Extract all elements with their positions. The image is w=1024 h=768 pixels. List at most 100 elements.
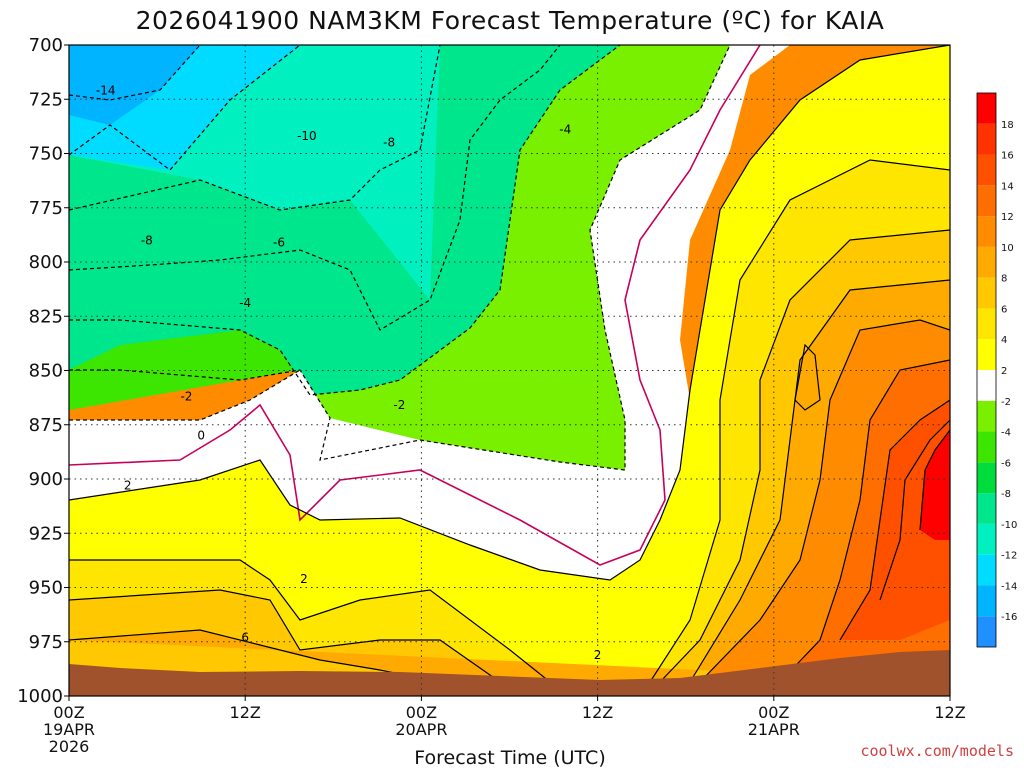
contour-label: 2 [300, 572, 308, 586]
y-tick-label: 750 [29, 144, 63, 165]
band-minus4-green [310, 45, 730, 470]
colorbar-swatch [977, 585, 996, 617]
y-tick-label: 825 [29, 306, 63, 327]
colorbar-swatch [977, 400, 996, 432]
colorbar-swatch [977, 431, 996, 463]
x-tick-label: 12Z [934, 703, 965, 722]
contour-plus4b [649, 159, 950, 683]
x-tick-label: 12Z [582, 703, 613, 722]
y-tick-label: 800 [29, 252, 63, 273]
colorbar-tick-label: -10 [1001, 520, 1017, 531]
x-tick-label: 2026 [49, 737, 90, 756]
x-tick-label: 00Z [758, 703, 789, 722]
colorbar-swatch [977, 216, 996, 247]
y-axis: 700 725 750 775 800 825 850 875 900 925 950 975 1000 [17, 35, 69, 707]
contour-label: -4 [559, 123, 571, 137]
colorbar-tick-label: -14 [1001, 581, 1017, 592]
contour-zero [69, 45, 761, 566]
band-plus4-gold [69, 160, 950, 682]
y-tick-label: 1000 [17, 686, 63, 707]
colorbar-tick-label: 4 [1001, 335, 1007, 346]
y-tick-label: 700 [29, 35, 63, 56]
contour-label: 2 [594, 648, 602, 662]
x-tick-label: 21APR [748, 720, 800, 739]
temperature-field [69, 45, 950, 696]
colorbar-swatch [977, 185, 996, 217]
colorbar-frame [976, 92, 997, 648]
contour-minus10 [69, 45, 441, 211]
colorbar-swatch [977, 93, 996, 124]
colorbar-tick-label: 8 [1001, 274, 1007, 285]
contour-label: 6 [241, 630, 249, 644]
contour-label: 0 [197, 429, 205, 443]
colorbar-tick-label: 18 [1001, 120, 1014, 131]
y-tick-label: 925 [29, 523, 63, 544]
colorbar-tick-label: -6 [1001, 458, 1011, 469]
colorbar-tick-label: 6 [1001, 304, 1007, 315]
colorbar-swatch [977, 277, 996, 309]
contour-minus4 [69, 45, 731, 471]
colorbar-tick-label: 2 [1001, 366, 1007, 377]
colorbar-swatch [977, 616, 996, 647]
colorbar-tick-label: -8 [1001, 489, 1011, 500]
colorbar-swatch [977, 123, 996, 155]
contour-label: -8 [383, 136, 395, 150]
y-tick-label: 950 [29, 578, 63, 599]
colorbar-tick-label: 10 [1001, 243, 1014, 254]
contour-minus14 [69, 45, 201, 101]
contour-plus8b [689, 279, 950, 683]
terrain [69, 650, 950, 696]
grid-lines [69, 45, 950, 696]
x-tick-label: 19APR [43, 720, 95, 739]
colorbar-swatch [977, 154, 996, 186]
x-axis-title: Forecast Time (UTC) [414, 747, 605, 768]
colorbar-swatch [977, 554, 996, 586]
x-tick-label: 00Z [53, 703, 84, 722]
contour-label: -4 [239, 296, 251, 310]
y-tick-label: 900 [29, 469, 63, 490]
contour-label: -2 [393, 398, 405, 412]
contour-plus14 [839, 399, 950, 641]
colorbar-tick-label: 16 [1001, 151, 1014, 162]
colorbar-tick-label: -2 [1001, 397, 1011, 408]
contour-warm-pocket [794, 343, 821, 411]
contour-minus2 [69, 369, 301, 421]
x-tick-label: 00Z [406, 703, 437, 722]
contour-label: -2 [180, 390, 192, 404]
contour-plus6 [69, 589, 501, 683]
colorbar: -16 -14 -12 -10 -8 -6 -4 -2 2 4 6 8 10 12 14 16 18 [976, 92, 1017, 648]
colorbar-tick-label: -4 [1001, 428, 1011, 439]
colorbar-swatch [977, 462, 996, 494]
band-plus18-red [920, 430, 950, 540]
contour-plus10 [699, 319, 950, 683]
band-cold-blue [69, 45, 200, 125]
contour-plus6b [659, 229, 950, 683]
colorbar-tick-label: -16 [1001, 612, 1017, 623]
contour-label: -14 [96, 84, 116, 98]
y-tick-label: 850 [29, 361, 63, 382]
x-tick-label: 20APR [395, 720, 447, 739]
x-tick-label: 12Z [230, 703, 261, 722]
contour-label: -10 [297, 129, 317, 143]
y-tick-label: 775 [29, 198, 63, 219]
colorbar-swatch [977, 339, 996, 370]
y-tick-label: 875 [29, 415, 63, 436]
band-minus6-green [69, 330, 330, 460]
chart-title: 2026041900 NAM3KM Forecast Temperature (… [136, 6, 885, 35]
y-tick-label: 975 [29, 632, 63, 653]
contour-minus12 [69, 45, 301, 171]
contour-labels: -14 -10 -8 -4 -8 -6 -4 -2 -2 0 2 2 2 6 [96, 84, 602, 662]
colorbar-tick-label: -12 [1001, 551, 1017, 562]
colorbar-swatch [977, 523, 996, 555]
contour-label: -6 [273, 235, 285, 249]
colorbar-swatch [977, 493, 996, 524]
contour-lines [69, 45, 950, 683]
contour-plus18 [919, 429, 950, 531]
y-tick-label: 725 [29, 89, 63, 110]
contour-plus16 [879, 419, 950, 601]
colorbar-tick-label: 12 [1001, 212, 1014, 223]
colorbar-tick-label: 14 [1001, 181, 1014, 192]
band-plus14-redorange [840, 400, 950, 640]
colorbar-swatch [977, 370, 996, 401]
